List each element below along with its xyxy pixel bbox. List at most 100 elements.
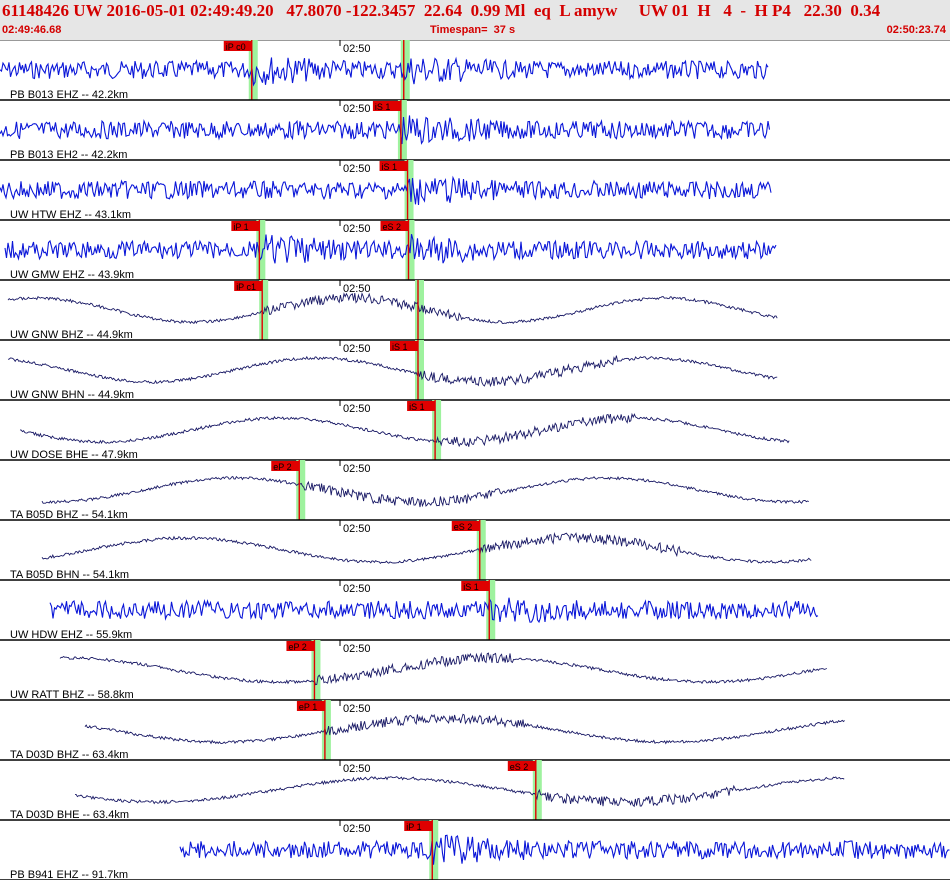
pick-window	[486, 580, 496, 640]
pick-window	[432, 400, 442, 460]
waveform-line	[49, 597, 819, 624]
waveform-line	[179, 834, 950, 865]
trace-row[interactable]: iS 1 02:50 UW HDW EHZ -- 55.9km	[0, 580, 950, 641]
trace-row[interactable]: eP 2 02:50 UW RATT BHZ -- 58.8km	[0, 640, 950, 701]
waveform-line	[41, 475, 810, 508]
channel-label: TA B05D BHZ -- 54.1km	[10, 509, 128, 521]
channel-label: PB B013 EH2 -- 42.2km	[10, 149, 127, 161]
trace-row[interactable]: iS 1 02:50 UW GNW BHN -- 44.9km	[0, 340, 950, 401]
tick-label: 02:50	[343, 103, 371, 115]
pick-flag[interactable]	[461, 581, 490, 591]
waveform-line	[0, 56, 769, 87]
channel-label: UW GMW EHZ -- 43.9km	[10, 269, 134, 281]
pick-flag[interactable]	[507, 761, 536, 771]
tick-label: 02:50	[343, 763, 371, 775]
tick-label: 02:50	[343, 703, 371, 715]
trace-row[interactable]: eS 2 02:50 TA D03D BHE -- 63.4km	[0, 760, 950, 821]
pick-window	[400, 40, 410, 100]
pick-window	[311, 640, 321, 700]
pick-flag[interactable]	[271, 461, 300, 471]
trace-row[interactable]: iP 1 eS 2 02:50 UW GMW EHZ -- 43.9km	[0, 220, 950, 281]
trace-row[interactable]: iP 1 02:50 PB B941 EHZ -- 91.7km	[0, 820, 950, 880]
trace-row[interactable]: iS 1 02:50 UW DOSE BHE -- 47.9km	[0, 400, 950, 461]
trace-row[interactable]: iP c0 02:50 PB B013 EHZ -- 42.2km	[0, 40, 950, 101]
tick-label: 02:50	[343, 583, 371, 595]
trace-row[interactable]: eP 1 02:50 TA D03D BHZ -- 63.4km	[0, 700, 950, 761]
pick-flag[interactable]	[380, 221, 409, 231]
pick-flag[interactable]	[407, 401, 436, 411]
pick-label: eP 2	[273, 462, 291, 472]
pick-window	[259, 280, 269, 340]
waveform-line	[0, 115, 771, 145]
pick-flag[interactable]	[451, 521, 480, 531]
pick-flag[interactable]	[223, 41, 252, 51]
channel-label: UW RATT BHZ -- 58.8km	[10, 689, 134, 701]
channel-label: TA D03D BHE -- 63.4km	[10, 809, 129, 821]
pick-flag[interactable]	[296, 701, 325, 711]
waveform-line	[7, 355, 778, 388]
pick-label: iP 1	[233, 222, 248, 232]
tick-label: 02:50	[343, 163, 371, 175]
waveform-line	[7, 292, 778, 325]
tick-label: 02:50	[343, 643, 371, 655]
pick-label: iS 1	[382, 162, 398, 172]
pick-window	[248, 40, 258, 100]
pick-window	[321, 700, 331, 760]
event-summary: 61148426 UW 2016-05-01 02:49:49.20 47.80…	[2, 1, 881, 20]
channel-label: UW DOSE BHE -- 47.9km	[10, 449, 138, 461]
pick-flag[interactable]	[286, 641, 315, 651]
end-time: 02:50:23.74	[886, 24, 946, 36]
waveform-line	[41, 531, 812, 564]
channel-label: TA D03D BHZ -- 63.4km	[10, 749, 128, 761]
channel-label: UW GNW BHN -- 44.9km	[10, 389, 134, 401]
pick-window	[532, 760, 542, 820]
channel-label: UW HDW EHZ -- 55.9km	[10, 629, 132, 641]
trace-row[interactable]: iS 1 02:50 UW HTW EHZ -- 43.1km	[0, 160, 950, 221]
pick-label: eS 2	[510, 762, 529, 772]
waveform-line	[19, 412, 790, 448]
pick-label: iP 1	[406, 822, 421, 832]
pick-label: iS 1	[409, 402, 425, 412]
pick-flag[interactable]	[379, 161, 408, 171]
pick-flag[interactable]	[390, 341, 418, 351]
tick-label: 02:50	[343, 223, 371, 235]
pick-label: iP c0	[226, 42, 246, 52]
pick-window	[429, 820, 439, 880]
waveform-line	[84, 713, 845, 745]
timespan-label: Timespan= 37 s	[430, 24, 516, 36]
channel-label: TA B05D BHN -- 54.1km	[10, 569, 129, 581]
pick-label: iS 1	[392, 342, 408, 352]
waveform-line	[4, 234, 777, 264]
pick-window	[256, 220, 266, 280]
trace-row[interactable]: eP 2 02:50 TA B05D BHZ -- 54.1km	[0, 460, 950, 521]
seismogram-panel[interactable]: iP c0 02:50 PB B013 EHZ -- 42.2km iS 1 02:50…	[0, 40, 950, 880]
pick-flag[interactable]	[372, 101, 401, 111]
pick-flag[interactable]	[234, 281, 263, 291]
waveform-line	[74, 776, 845, 808]
pick-label: iS 1	[463, 582, 479, 592]
tick-label: 02:50	[343, 283, 371, 295]
trace-row[interactable]: iS 1 02:50 PB B013 EH2 -- 42.2km	[0, 100, 950, 161]
tick-label: 02:50	[343, 523, 371, 535]
pick-flag[interactable]	[231, 221, 260, 231]
pick-window	[476, 520, 486, 580]
waveform-line	[0, 175, 772, 206]
waveform-line	[59, 651, 828, 686]
pick-label: eP 1	[299, 702, 317, 712]
start-time: 02:49:46.68	[2, 24, 62, 36]
tick-label: 02:50	[343, 823, 371, 835]
pick-window	[296, 460, 306, 520]
pick-label: eP 2	[288, 642, 306, 652]
pick-label: iP c1	[236, 282, 256, 292]
trace-row[interactable]: eS 2 02:50 TA B05D BHN -- 54.1km	[0, 520, 950, 581]
tick-label: 02:50	[343, 403, 371, 415]
channel-label: UW GNW BHZ -- 44.9km	[10, 329, 133, 341]
pick-window	[415, 340, 424, 400]
pick-flag[interactable]	[404, 821, 433, 831]
pick-label: eS 2	[454, 522, 473, 532]
tick-label: 02:50	[343, 43, 371, 55]
pick-label: iS 1	[375, 102, 391, 112]
tick-label: 02:50	[343, 343, 371, 355]
trace-row[interactable]: iP c1 02:50 UW GNW BHZ -- 44.9km	[0, 280, 950, 341]
pick-window	[404, 160, 414, 220]
